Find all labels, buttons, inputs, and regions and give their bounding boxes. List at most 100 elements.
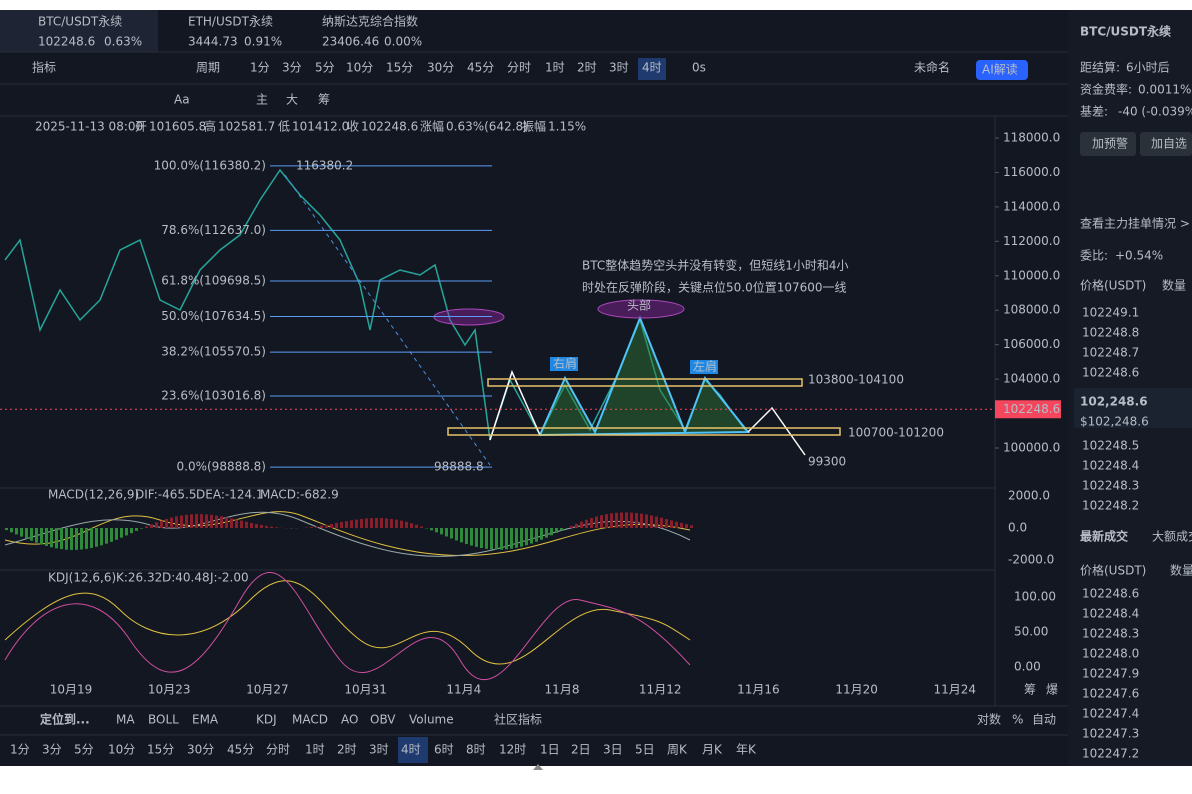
toolbar-item[interactable]: 3时 (609, 61, 629, 75)
draw-tool[interactable]: 筹 (318, 93, 330, 107)
macd-hist (270, 526, 273, 528)
active-tab[interactable] (0, 10, 158, 52)
toolbar-item[interactable]: 周期 (196, 61, 220, 75)
indicator-item[interactable]: KDJ (256, 713, 277, 727)
period-item[interactable]: 8时 (466, 743, 486, 757)
indicator-item[interactable]: 对数 (977, 712, 1001, 727)
macd-hist (5, 528, 8, 531)
collapse[interactable] (533, 764, 543, 770)
macd-hist (690, 525, 693, 528)
tab-name[interactable]: ETH/USDT永续 (188, 15, 273, 29)
tab-name[interactable]: 纳斯达克综合指数 (322, 14, 418, 29)
toolbar-item[interactable]: 10分 (346, 61, 373, 75)
indicator-item[interactable]: EMA (192, 713, 219, 727)
period-item[interactable]: 周K (667, 743, 688, 757)
kdj-d (4, 580, 691, 665)
macd-hist (370, 518, 373, 528)
period-item[interactable]: 3时 (369, 743, 389, 757)
active-period[interactable] (398, 737, 428, 763)
period-item[interactable]: 45分 (227, 743, 254, 757)
period-item[interactable]: 2时 (337, 743, 357, 757)
period-item[interactable]: 6时 (434, 743, 454, 757)
toolbar-item[interactable]: 15分 (386, 61, 413, 75)
period-item[interactable]: 5日 (635, 743, 655, 757)
macd-hist (560, 528, 563, 531)
ohlc-text: 开 (135, 120, 147, 134)
big-tab[interactable]: 大额成交 (1152, 529, 1192, 544)
draw-tool[interactable]: Aa (174, 93, 190, 107)
period-item[interactable]: 1分 (10, 743, 30, 757)
indicator-item[interactable]: 社区指标 (494, 712, 542, 727)
indicator-item[interactable]: OBV (370, 713, 396, 727)
macd-hist (680, 522, 683, 528)
fav-btn[interactable] (1140, 132, 1192, 156)
depth-link[interactable]: 查看主力挂单情况 > (1080, 217, 1190, 231)
macd-hist (150, 524, 153, 528)
period-item[interactable]: 分时 (266, 743, 290, 757)
period-item[interactable]: 4时 (401, 743, 421, 757)
corner-icon[interactable]: 筹 (1024, 683, 1036, 697)
toolbar-item[interactable]: 30分 (427, 61, 454, 75)
toolbar-item[interactable]: 指标 (32, 60, 56, 75)
trade-price: 102248.6 (1082, 587, 1139, 601)
ohlc-text: 101412.0 (292, 120, 349, 134)
indicator-item[interactable]: 定位到... (40, 712, 90, 727)
ai-btn[interactable] (976, 60, 1028, 80)
indicator-item[interactable]: MACD (292, 713, 328, 727)
tab-name[interactable]: BTC/USDT永续 (38, 15, 122, 29)
alert-button[interactable]: 加预警 (1092, 136, 1128, 151)
ohlc-text: 低 (278, 120, 290, 134)
macd-hist (200, 514, 203, 528)
macd-hist (15, 528, 18, 535)
toolbar-item[interactable]: 0s (692, 61, 706, 75)
period-item[interactable]: 12时 (499, 743, 526, 757)
toolbar-item[interactable]: 5分 (315, 61, 335, 75)
zone-upper (487, 378, 803, 387)
period-item[interactable]: 1日 (540, 743, 560, 757)
draw-tool[interactable]: 大 (286, 93, 298, 107)
corner-icon[interactable]: 爆 (1046, 683, 1058, 697)
layout-name[interactable]: 未命名 (914, 60, 950, 75)
trade-price: 102247.2 (1082, 747, 1139, 761)
ohlc-text: 振幅 (522, 119, 546, 134)
toolbar-item[interactable]: 3分 (282, 61, 302, 75)
macd-hist (400, 520, 403, 528)
period-item[interactable]: 3分 (42, 743, 62, 757)
toolbar-item[interactable]: 分时 (507, 61, 531, 75)
indicator-item[interactable]: Volume (409, 713, 454, 727)
period-item[interactable]: 2日 (571, 743, 591, 757)
macd-hist (685, 524, 688, 528)
indicator-item[interactable]: BOLL (148, 713, 179, 727)
x-tick-label: 11月12 (639, 683, 682, 697)
period-item[interactable]: 15分 (147, 743, 174, 757)
last-price-box (1074, 388, 1192, 428)
draw-tool[interactable]: 主 (256, 93, 268, 107)
fav-button[interactable]: 加自选 (1151, 137, 1187, 151)
toolbar-item[interactable]: 4时 (642, 61, 662, 75)
toolbar-item[interactable]: 1分 (250, 61, 270, 75)
period-item[interactable]: 年K (736, 743, 757, 757)
period-item[interactable]: 3日 (603, 743, 623, 757)
indicator-item[interactable]: % (1012, 713, 1023, 727)
indicator-item[interactable]: 自动 (1032, 713, 1056, 727)
toolbar-item[interactable]: 2时 (577, 61, 597, 75)
macd-hist (605, 514, 608, 528)
alert-btn[interactable] (1080, 132, 1136, 156)
indicator-item[interactable]: AO (341, 713, 358, 727)
period-item[interactable]: 月K (702, 743, 723, 757)
macd-hist (115, 528, 118, 540)
active-period[interactable] (638, 58, 666, 80)
trades-tab[interactable]: 最新成交 (1080, 529, 1128, 544)
macd-tick: 2000.0 (1008, 489, 1050, 503)
period-item[interactable]: 5分 (74, 743, 94, 757)
period-item[interactable]: 1时 (305, 743, 325, 757)
macd-hist (630, 512, 633, 528)
period-item[interactable]: 10分 (108, 743, 135, 757)
period-item[interactable]: 30分 (187, 743, 214, 757)
indicator-item[interactable]: MA (116, 713, 135, 727)
toolbar-item[interactable]: 45分 (467, 61, 494, 75)
macd-hist (135, 528, 138, 531)
ai-button[interactable]: AI解读 (982, 63, 1018, 77)
arrow-path (747, 406, 806, 456)
toolbar-item[interactable]: 1时 (545, 61, 565, 75)
